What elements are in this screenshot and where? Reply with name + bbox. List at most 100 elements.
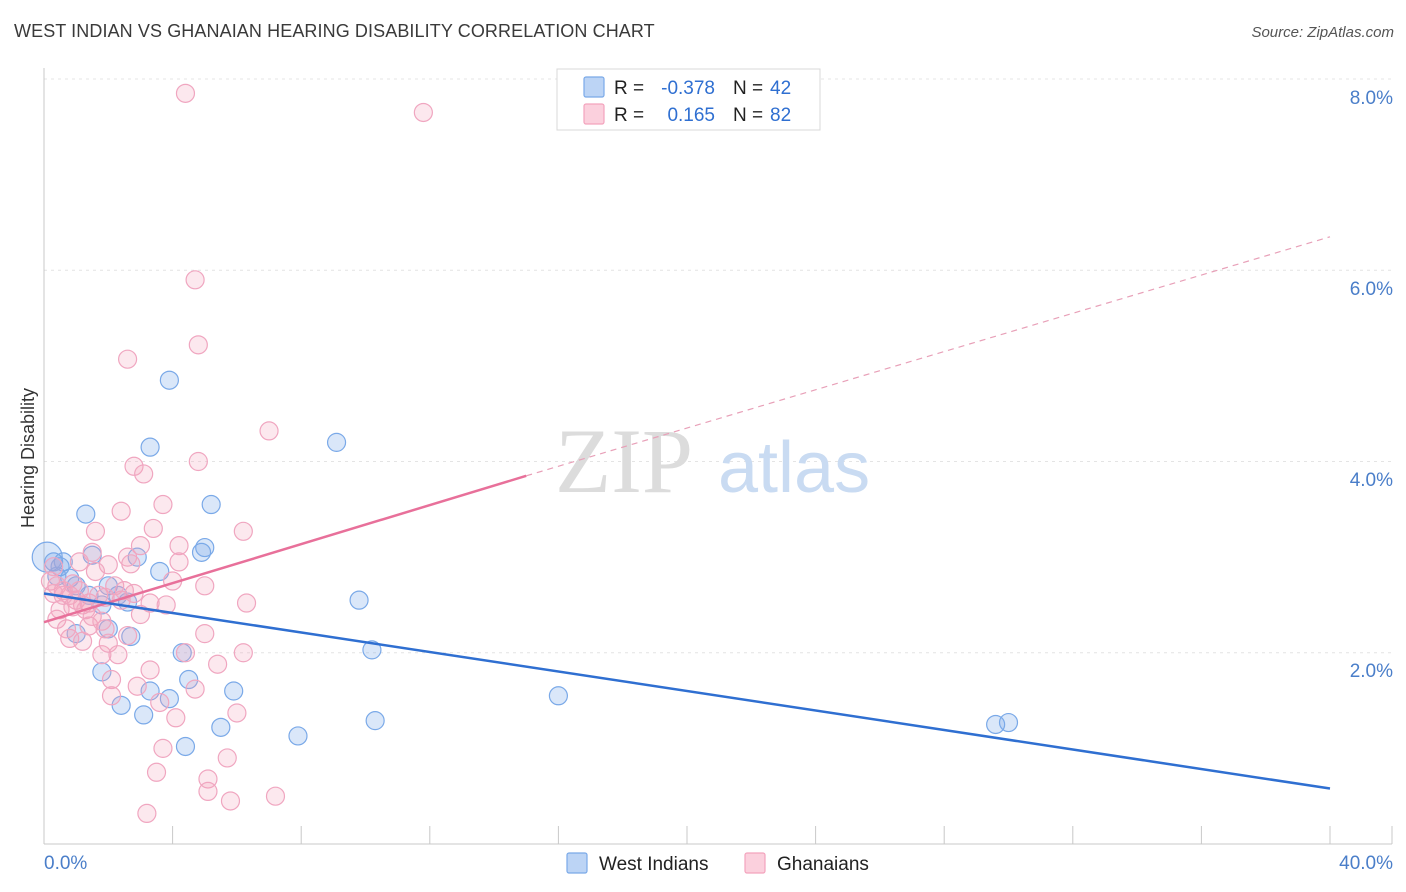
gridlines (44, 78, 1392, 654)
west-indians-point (76, 504, 96, 524)
ghanaians-point (413, 102, 433, 123)
ghanaians-trend-dashed (526, 236, 1331, 477)
legend-n-value-west: 42 (770, 78, 791, 99)
y-tick-label: 8.0% (1350, 88, 1393, 109)
west-indians-point (288, 726, 308, 746)
ghanaians-point (130, 536, 151, 556)
ghanaians-point (44, 557, 64, 577)
ghanaians-point (85, 561, 106, 582)
ghanaians-point (153, 738, 173, 758)
west-indians-point (326, 432, 347, 452)
watermark-atlas: atlas (718, 428, 870, 508)
x-tick-label-max: 40.0% (1339, 853, 1393, 874)
ghanaians-point (137, 803, 157, 824)
ghanaians-point (169, 536, 189, 556)
west-indians-point (175, 736, 196, 757)
legend-n-label: N = (733, 78, 763, 99)
y-tick-label: 6.0% (1350, 279, 1393, 300)
west-indians-point (159, 370, 179, 390)
x-tick-label-min: 0.0% (44, 853, 87, 874)
ghanaians-point (146, 762, 167, 782)
ghanaians-point (101, 686, 122, 706)
y-tick-label: 4.0% (1350, 470, 1393, 491)
west-indians-point (548, 686, 569, 706)
west-indians-point (201, 494, 221, 515)
legend-n-label: N = (733, 105, 763, 126)
legend-label-ghanaians: Ghanaians (777, 854, 869, 875)
ghanaians-point (153, 494, 173, 515)
ghanaians-point (56, 619, 77, 639)
ghanaians-point (188, 335, 208, 355)
west-indians-point (362, 640, 382, 660)
ghanaians-point (195, 624, 215, 644)
legend-swatch-west-indians (583, 76, 605, 98)
ghanaians-point (236, 593, 257, 613)
west-indians-point (179, 669, 199, 690)
ghanaians-point (92, 611, 112, 631)
ghanaians-point (195, 576, 215, 596)
axes (43, 68, 1393, 845)
west-indians-point (140, 437, 160, 457)
ghanaians-point (124, 456, 144, 476)
ghanaians-point (134, 464, 154, 484)
legend-swatch-west-indians (566, 852, 588, 874)
ghanaians-point (265, 786, 286, 806)
ghanaians-point (101, 669, 122, 690)
ghanaians-point (227, 703, 247, 723)
ghanaians-point (233, 643, 253, 663)
ghanaians-point (233, 521, 253, 541)
y-axis-label: Hearing Disability (18, 388, 38, 528)
west-indians-point (159, 689, 179, 709)
ghanaians-point (117, 625, 138, 646)
ghanaians-point (85, 521, 106, 541)
trend-lines (43, 236, 1331, 790)
ghanaians-points (40, 83, 433, 824)
ghanaians-point (98, 633, 118, 653)
ghanaians-point (175, 643, 196, 663)
ghanaians-point (69, 552, 89, 572)
ghanaians-point (111, 501, 131, 521)
ghanaians-point (166, 708, 186, 728)
chart-title: WEST INDIAN VS GHANAIAN HEARING DISABILI… (14, 21, 655, 41)
ghanaians-point (185, 679, 205, 699)
ghanaians-point (140, 660, 160, 680)
ghanaians-trend-line (43, 474, 527, 624)
west-indians-point (92, 662, 112, 682)
legend-r-label: R = (614, 105, 644, 126)
legend-label-west-indians: West Indians (599, 854, 708, 875)
ghanaians-point (150, 692, 170, 713)
ghanaians-point (156, 595, 176, 615)
ghanaians-point (220, 791, 241, 811)
ghanaians-point (208, 654, 228, 674)
source-label: Source: ZipAtlas.com (1251, 24, 1394, 41)
west-indians-point (998, 712, 1019, 733)
ghanaians-point (72, 631, 93, 651)
ghanaians-point (92, 645, 112, 665)
ghanaians-point (117, 349, 138, 369)
ghanaians-point (169, 552, 189, 572)
y-tick-label: 2.0% (1350, 661, 1393, 682)
west-indians-point (365, 711, 385, 731)
series-legend: West Indians Ghanaians (566, 852, 869, 875)
west-indians-point (349, 590, 369, 610)
ghanaians-point (127, 676, 147, 696)
stats-legend: R = -0.378 N = 42 R = 0.165 N = 82 (556, 68, 821, 131)
west-indians-point (134, 705, 154, 725)
legend-r-label: R = (614, 78, 644, 99)
legend-swatch-ghanaians (583, 103, 605, 125)
legend-swatch-ghanaians (744, 852, 766, 874)
ghanaians-point (143, 518, 163, 539)
legend-r-value-west: -0.378 (661, 78, 715, 99)
west-indians-point (191, 542, 212, 562)
ghanaians-point (82, 542, 102, 562)
legend-n-value-ghana: 82 (770, 105, 791, 126)
ghanaians-point (217, 748, 237, 768)
ghanaians-point (175, 83, 196, 103)
ghanaians-point (188, 451, 208, 472)
ghanaians-point (121, 554, 141, 574)
watermark-zip: ZIP (555, 410, 693, 512)
ghanaians-point (198, 781, 218, 802)
west-indians-point (53, 552, 73, 572)
west-indians-point (150, 561, 170, 582)
